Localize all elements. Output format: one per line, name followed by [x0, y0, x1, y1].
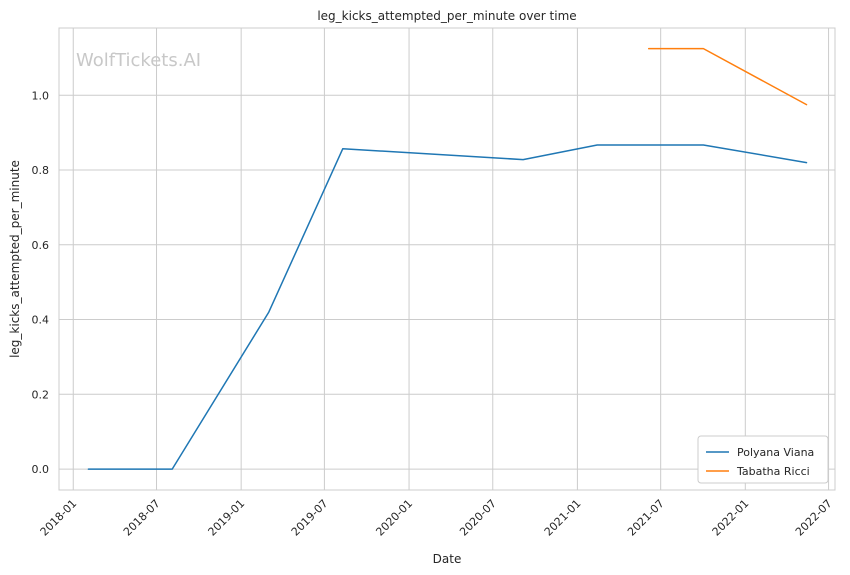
legend-box: [697, 435, 829, 484]
y-tick-label: 0.2: [32, 388, 50, 401]
y-tick-label: 0.6: [32, 239, 50, 252]
y-tick-label: 0.8: [32, 164, 50, 177]
legend-label: Tabatha Ricci: [736, 465, 810, 478]
y-tick-labels: 0.0 0.2 0.4 0.6 0.8 1.0: [32, 89, 50, 476]
watermark: WolfTickets.AI: [76, 50, 201, 71]
chart-title: leg_kicks_attempted_per_minute over time: [317, 9, 576, 23]
y-axis-title: leg_kicks_attempted_per_minute: [8, 160, 22, 358]
legend: Polyana Viana Tabatha Ricci: [697, 435, 829, 484]
series-line-polyana-viana: [87, 144, 808, 470]
y-tick-label: 0.4: [32, 314, 50, 327]
y-tick-label: 0.0: [32, 463, 50, 476]
legend-label: Polyana Viana: [737, 446, 814, 459]
x-axis-title: Date: [433, 552, 462, 566]
series-lines: [87, 47, 808, 470]
series-line-tabatha-ricci: [647, 47, 808, 106]
grid: [59, 28, 835, 490]
plot-frame: [58, 27, 836, 491]
y-tick-label: 1.0: [32, 89, 50, 102]
